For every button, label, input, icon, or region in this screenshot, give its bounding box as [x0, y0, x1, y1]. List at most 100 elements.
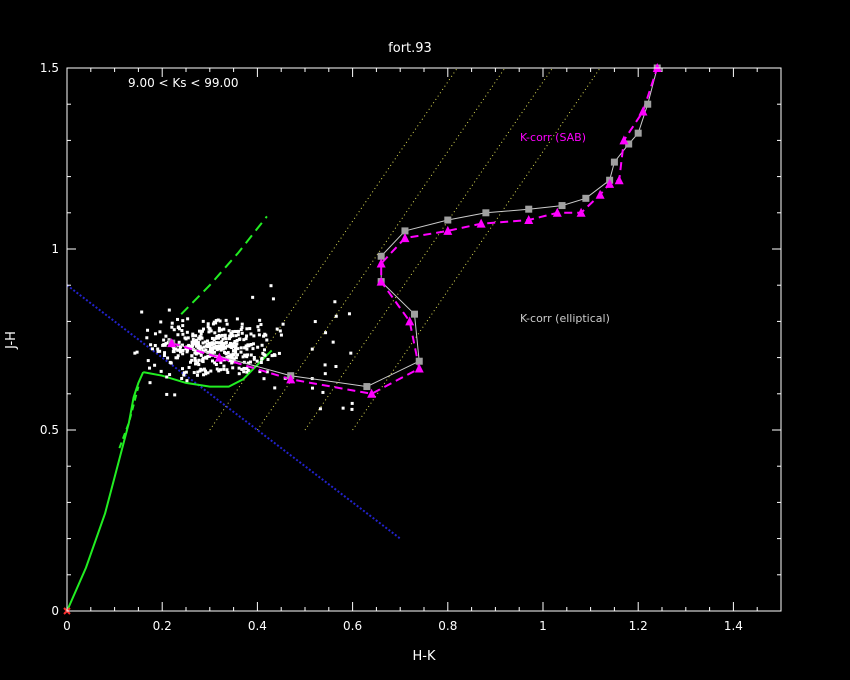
- star-point: [217, 347, 221, 351]
- y-axis-label: J-H: [4, 331, 19, 350]
- star-point: [222, 345, 226, 349]
- star-point: [223, 336, 227, 340]
- star-point: [181, 324, 185, 328]
- star-point: [236, 353, 240, 357]
- x-tick-label: 1: [539, 619, 547, 633]
- star-point: [222, 327, 226, 331]
- star-point: [177, 340, 181, 344]
- star-point: [230, 358, 234, 362]
- star-point: [146, 328, 150, 332]
- star-point: [145, 336, 149, 340]
- elliptical-point: [482, 209, 490, 217]
- star-point: [173, 393, 177, 397]
- star-point: [234, 348, 238, 352]
- elliptical-point: [401, 227, 409, 235]
- star-point: [273, 353, 277, 357]
- star-point: [205, 339, 209, 343]
- star-point: [350, 407, 354, 411]
- star-point: [323, 363, 327, 367]
- star-point: [180, 367, 184, 371]
- star-point: [171, 350, 175, 354]
- star-point: [176, 354, 180, 358]
- star-point: [149, 343, 153, 347]
- star-point: [150, 347, 154, 351]
- star-point: [198, 347, 202, 351]
- star-point: [240, 367, 244, 371]
- star-point: [242, 370, 246, 374]
- star-point: [249, 343, 253, 347]
- star-point: [197, 329, 201, 333]
- star-point: [331, 340, 335, 344]
- star-points: [133, 284, 354, 411]
- star-point: [261, 351, 265, 355]
- star-point: [221, 337, 225, 341]
- star-point: [225, 368, 229, 372]
- star-point: [168, 373, 172, 377]
- star-point: [177, 325, 181, 329]
- star-point: [178, 350, 182, 354]
- star-point: [237, 366, 241, 370]
- elliptical-point: [377, 252, 385, 260]
- star-point: [237, 338, 241, 342]
- star-point: [181, 348, 185, 352]
- star-point: [186, 348, 190, 352]
- star-point: [148, 381, 152, 385]
- star-point: [159, 369, 163, 373]
- star-point: [206, 350, 210, 354]
- star-point: [195, 338, 199, 342]
- star-point: [170, 325, 174, 329]
- star-point: [193, 356, 197, 360]
- star-point: [275, 327, 279, 331]
- star-point: [215, 348, 219, 352]
- elliptical-point: [582, 194, 590, 202]
- elliptical-point: [410, 310, 418, 318]
- star-point: [174, 356, 178, 360]
- star-point: [217, 326, 221, 330]
- star-point: [194, 352, 198, 356]
- star-point: [198, 345, 202, 349]
- star-point: [197, 363, 201, 367]
- star-point: [212, 338, 216, 342]
- star-point: [230, 357, 234, 361]
- star-point: [201, 327, 205, 331]
- sab-point: [524, 215, 534, 225]
- star-point: [333, 300, 337, 304]
- star-point: [240, 325, 244, 329]
- x-tick-label: 1.4: [724, 619, 743, 633]
- star-point: [165, 392, 169, 396]
- star-point: [263, 332, 267, 336]
- star-point: [231, 349, 235, 353]
- star-point: [244, 344, 248, 348]
- star-point: [224, 352, 228, 356]
- star-point: [207, 341, 211, 345]
- sab-point: [552, 207, 562, 217]
- star-point: [194, 359, 198, 363]
- star-point: [208, 344, 212, 348]
- sab-point: [638, 106, 648, 116]
- star-point: [211, 322, 215, 326]
- star-point: [220, 333, 224, 337]
- star-point: [214, 344, 218, 348]
- star-point: [217, 333, 221, 337]
- star-point: [239, 346, 243, 350]
- star-point: [237, 329, 241, 333]
- star-point: [236, 333, 240, 337]
- star-point: [179, 345, 183, 349]
- star-point: [234, 334, 238, 338]
- star-point: [231, 366, 235, 370]
- star-point: [334, 314, 338, 318]
- star-point: [234, 356, 238, 360]
- star-point: [245, 355, 249, 359]
- star-point: [269, 284, 273, 288]
- star-point: [201, 319, 205, 323]
- star-point: [232, 345, 236, 349]
- star-point: [310, 347, 314, 351]
- star-point: [214, 336, 218, 340]
- star-point: [225, 344, 229, 348]
- star-point: [257, 328, 261, 332]
- x-tick-label: 0.6: [343, 619, 362, 633]
- star-point: [212, 342, 216, 346]
- sab-point: [367, 388, 377, 398]
- y-tick-label: 1: [51, 242, 59, 256]
